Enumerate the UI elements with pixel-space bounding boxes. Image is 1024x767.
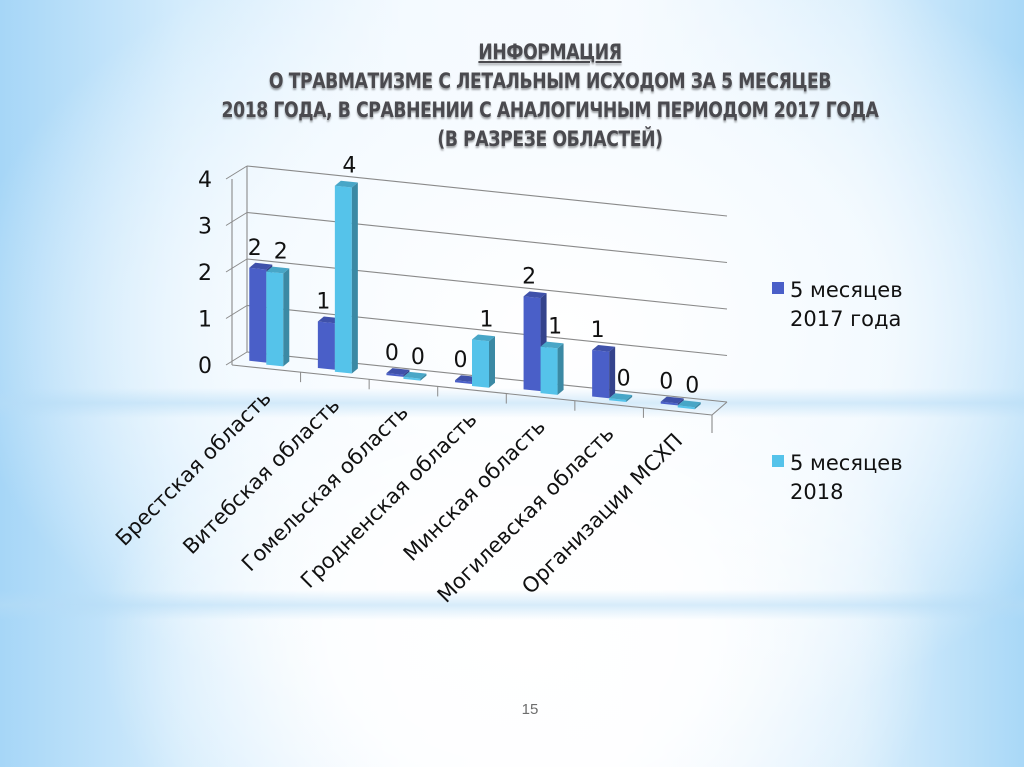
bar-2018 [540,341,564,395]
data-label: 0 [617,366,631,391]
background-band [0,590,1024,620]
data-label: 2 [522,264,536,289]
background-band [0,388,1024,418]
title-line: (В РАЗРЕЗЕ ОБЛАСТЕЙ) [437,127,663,151]
title-line: ИНФОРМАЦИЯ [478,40,622,64]
legend-label: 5 месяцев [790,278,903,302]
bar-2017 [592,345,616,399]
data-label: 0 [454,348,468,373]
data-label: 0 [385,341,399,366]
x-category-label: Минская область [399,414,550,565]
chart-bars [249,180,701,410]
bar-2018 [266,266,290,367]
slide-title: ИНФОРМАЦИЯ О ТРАВМАТИЗМЕ С ЛЕТАЛЬНЫМ ИСХ… [214,38,886,154]
y-tick-label: 0 [198,354,212,379]
data-label: 1 [480,308,494,333]
title-line: О ТРАВМАТИЗМЕ С ЛЕТАЛЬНЫМ ИСХОДОМ ЗА 5 М… [268,69,832,93]
bar-2017 [386,368,410,377]
data-label: 2 [248,236,262,261]
legend-item-2017: 5 месяцев 2017 года [772,276,903,334]
chart-grid [225,165,728,433]
bar-2018 [677,400,701,410]
data-label: 2 [274,240,288,265]
bar-2017 [660,396,684,406]
bar-2018 [334,180,358,374]
data-label: 0 [411,345,425,370]
y-tick-label: 4 [198,168,212,193]
legend-swatch-2018 [772,455,784,467]
y-tick-label: 3 [198,215,212,240]
legend-label: 2017 года [790,307,902,331]
bar-2018 [403,371,427,381]
title-line: 2018 ГОДА, В СРАВНЕНИИ С АНАЛОГИЧНЫМ ПЕР… [221,98,879,122]
data-label: 0 [659,370,673,395]
data-label: 1 [548,315,562,340]
legend-swatch-2017 [772,282,784,294]
legend-item-2018: 5 месяцев 2018 [772,449,903,507]
bar-2018 [472,334,495,388]
legend-label: 2018 [790,480,844,504]
legend-label: 5 месяцев [790,451,903,475]
y-tick-label: 1 [198,308,212,333]
bar-2018 [609,393,633,403]
y-tick-label: 2 [198,261,212,286]
page-number: 15 [521,701,539,718]
data-label: 0 [685,373,699,398]
data-label: 1 [316,289,330,314]
data-label: 4 [342,154,356,179]
data-label: 1 [591,318,605,343]
